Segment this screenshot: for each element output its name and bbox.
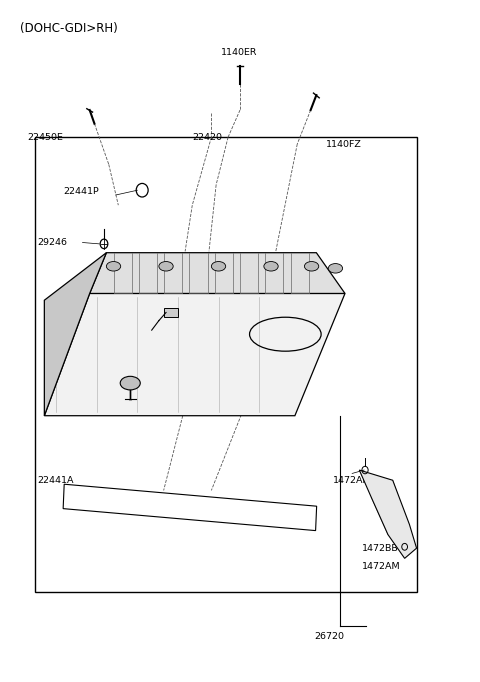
- Polygon shape: [360, 470, 417, 559]
- Polygon shape: [90, 253, 345, 293]
- Polygon shape: [164, 308, 178, 317]
- Ellipse shape: [159, 261, 173, 271]
- Bar: [35, 137, 417, 592]
- Ellipse shape: [328, 263, 343, 273]
- Ellipse shape: [107, 261, 120, 271]
- Text: 1140FZ: 1140FZ: [326, 140, 362, 149]
- Text: 1472AM: 1472AM: [362, 562, 400, 571]
- Text: 1472AK: 1472AK: [333, 476, 370, 485]
- Ellipse shape: [264, 261, 278, 271]
- Ellipse shape: [304, 261, 319, 271]
- Ellipse shape: [211, 261, 226, 271]
- Text: 22441P: 22441P: [63, 187, 99, 196]
- Text: 22420: 22420: [192, 133, 222, 142]
- Text: 1140ER: 1140ER: [221, 48, 257, 57]
- Text: 22443B: 22443B: [68, 367, 105, 376]
- Text: 31822: 31822: [297, 316, 327, 325]
- Text: 26740: 26740: [197, 306, 227, 315]
- Text: 1472BB: 1472BB: [362, 544, 398, 552]
- Polygon shape: [44, 253, 107, 416]
- Text: 22450E: 22450E: [28, 133, 63, 142]
- Polygon shape: [44, 293, 345, 416]
- Text: (DOHC-GDI>RH): (DOHC-GDI>RH): [21, 22, 118, 35]
- Text: 26720: 26720: [314, 632, 344, 641]
- Ellipse shape: [120, 376, 140, 390]
- Text: 22441A: 22441A: [37, 476, 74, 485]
- Text: 29246: 29246: [37, 238, 67, 247]
